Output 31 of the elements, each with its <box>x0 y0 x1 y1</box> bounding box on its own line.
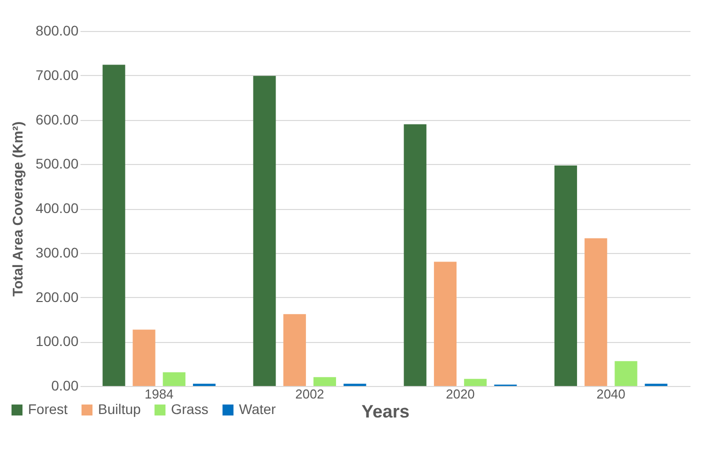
y-tick-label: 300.00 <box>36 244 79 260</box>
y-tick-label: 800.00 <box>36 22 79 38</box>
x-tick-label: 2002 <box>295 386 324 402</box>
y-tick-label: 0.00 <box>51 378 79 394</box>
legend-label: Water <box>239 401 276 417</box>
bar <box>102 64 126 386</box>
bar <box>253 76 276 386</box>
bar <box>162 372 186 386</box>
y-tick-label: 500.00 <box>36 156 79 172</box>
y-tick-label: 600.00 <box>36 111 79 128</box>
bar <box>404 124 426 386</box>
y-tick-label: 100.00 <box>36 333 79 350</box>
y-tick-label: 200.00 <box>36 288 79 305</box>
y-tick-label: 400.00 <box>36 200 79 216</box>
bar <box>614 361 638 386</box>
y-tick-label: 700.00 <box>36 66 79 83</box>
bar <box>584 238 608 386</box>
x-tick-label: 1984 <box>144 386 174 402</box>
legend-label: Forest <box>28 401 68 417</box>
legend-label: Grass <box>171 401 208 417</box>
bar <box>283 314 306 386</box>
bar <box>464 378 487 386</box>
legend-label: Builtup <box>98 401 142 417</box>
bar <box>434 262 457 386</box>
bar <box>132 330 156 386</box>
bar <box>554 165 578 386</box>
x-tick-label: 2040 <box>596 386 626 402</box>
y-axis-title: Total Area Coverage (Km²) <box>10 121 26 297</box>
x-axis-title: Years <box>361 402 410 422</box>
x-tick-label: 2020 <box>446 386 475 402</box>
bar <box>313 377 336 386</box>
